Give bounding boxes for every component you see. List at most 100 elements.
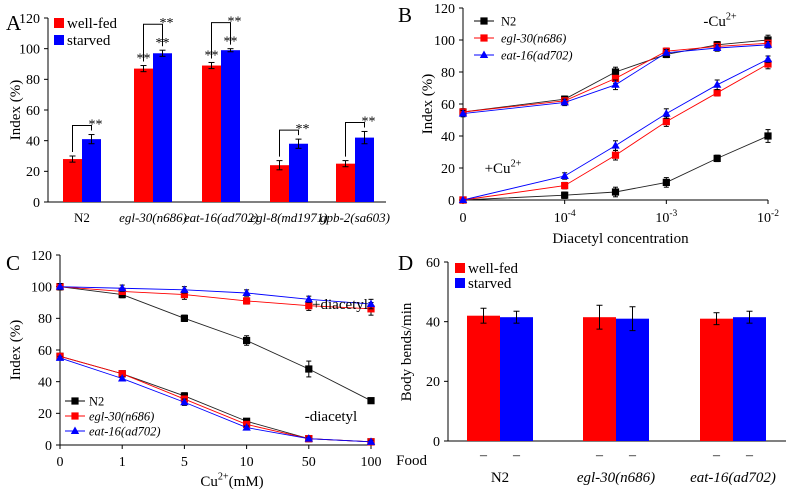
legend-label: egl-30(n686) xyxy=(89,410,154,424)
y-tick-label: 0 xyxy=(33,196,40,211)
y-tick-label: 80 xyxy=(26,73,40,88)
legend-marker xyxy=(71,397,79,405)
significance-bracket xyxy=(211,22,231,59)
significance-label: ** xyxy=(89,118,103,133)
x-tick-label: egl-30(n686) xyxy=(119,210,187,225)
group-label: -diacetyl xyxy=(305,409,357,425)
marker-egl-30(n686) xyxy=(764,60,772,68)
marker-eat-16(ad702) xyxy=(763,40,773,48)
x-tick-label: 10-3 xyxy=(655,209,677,226)
series-line-eat-16(ad702) xyxy=(462,44,769,115)
y-tick-label: 40 xyxy=(38,376,52,391)
x-tick-label: 0 xyxy=(460,211,467,226)
marker-eat-16(ad702) xyxy=(180,397,189,406)
significance-label: ** xyxy=(205,48,219,63)
marker-egl-30(n686) xyxy=(611,151,620,159)
y-tick-label: 100 xyxy=(19,43,40,58)
y-tick-label: 120 xyxy=(31,249,52,264)
bar-starved xyxy=(616,318,649,441)
marker-egl-30(n686) xyxy=(561,182,569,190)
legend-label: egl-30(n686) xyxy=(501,32,566,46)
x-tick-label: gpb-2(sa603) xyxy=(320,210,390,225)
marker-egl-30(n686) xyxy=(305,302,313,310)
bar-starved xyxy=(289,143,308,202)
y-tick-label: 40 xyxy=(426,316,440,331)
marker-eat-16(ad702) xyxy=(763,54,773,63)
y-tick-label: 80 xyxy=(38,312,52,327)
x-tick-label: 10-4 xyxy=(554,209,576,226)
marker-egl-30(n686) xyxy=(611,74,620,82)
significance-bracket xyxy=(345,121,365,157)
marker-N2 xyxy=(713,154,721,162)
y-tick-label: 20 xyxy=(426,375,440,390)
bar-well-fed xyxy=(134,68,153,202)
marker-eat-16(ad702) xyxy=(712,43,722,51)
series-line-egl-30(n686) xyxy=(462,42,769,113)
legend-label: N2 xyxy=(501,15,516,29)
marker-N2 xyxy=(662,178,670,186)
marker-egl-30(n686) xyxy=(118,370,126,378)
bar-starved xyxy=(153,53,172,203)
series-line-N2 xyxy=(462,39,769,113)
food-mark: – xyxy=(628,448,637,463)
marker-eat-16(ad702) xyxy=(662,109,671,117)
marker-N2 xyxy=(180,314,188,322)
group-label: +diacetyl xyxy=(312,297,368,313)
marker-eat-16(ad702) xyxy=(458,195,468,203)
marker-N2 xyxy=(611,68,620,76)
marker-N2 xyxy=(243,336,251,345)
marker-N2 xyxy=(305,365,313,373)
food-mark: – xyxy=(745,448,754,463)
y-tick-label: 60 xyxy=(441,98,455,113)
y-tick-label: 0 xyxy=(433,435,440,450)
series-line-egl-30(n686) xyxy=(462,63,769,201)
significance-label: ** xyxy=(224,35,238,50)
legend-swatch xyxy=(54,18,64,28)
x-tick-label: eat-16(ad702) xyxy=(184,210,258,225)
food-mark: – xyxy=(712,448,721,463)
y-tick-label: 80 xyxy=(441,66,455,81)
y-axis-title: Index (%) xyxy=(420,74,436,134)
y-tick-label: 0 xyxy=(45,439,52,454)
panel-label: A xyxy=(6,11,22,35)
legend-label: eat-16(ad702) xyxy=(501,49,573,63)
x-tick-label: eat-16(ad702) xyxy=(690,470,776,486)
panel-label: C xyxy=(6,251,20,275)
y-tick-label: 120 xyxy=(19,12,40,27)
series-line-eat-16(ad702) xyxy=(59,357,372,443)
significance-label: ** xyxy=(137,52,151,67)
marker-eat-16(ad702) xyxy=(458,109,468,117)
series-line-egl-30(n686) xyxy=(59,286,372,310)
food-mark: – xyxy=(512,448,521,463)
legend-marker xyxy=(480,34,488,42)
y-tick-label: 120 xyxy=(434,2,455,17)
series-line-N2 xyxy=(462,135,769,201)
y-tick-label: 60 xyxy=(426,256,440,271)
x-tick-label: 10 xyxy=(240,455,254,470)
x-tick-label: 50 xyxy=(302,455,316,470)
bar-well-fed xyxy=(700,318,733,441)
panel-label: D xyxy=(398,251,413,275)
bar-well-fed xyxy=(336,163,355,202)
y-tick-label: 20 xyxy=(441,162,455,177)
series-line-N2 xyxy=(59,286,372,402)
y-tick-label: 100 xyxy=(434,34,455,49)
marker-egl-30(n686) xyxy=(243,297,251,305)
y-tick-label: 100 xyxy=(31,281,52,296)
bar-well-fed xyxy=(270,165,289,202)
panel-label: B xyxy=(398,3,412,27)
x-tick-label: egl-8(md1971) xyxy=(250,210,327,225)
legend-swatch xyxy=(455,278,465,288)
bar-starved xyxy=(221,50,240,203)
marker-egl-30(n686) xyxy=(180,290,188,299)
significance-label: ** xyxy=(228,15,242,30)
legend-swatch xyxy=(455,263,465,273)
y-axis-title: Index (%) xyxy=(8,80,24,140)
significance-label: ** xyxy=(160,16,174,31)
x-tick-label: 0 xyxy=(57,455,64,470)
panel-c: C 0 20 40 60 80 100 120 Index (%) 0 1 5 10 50 100 Cu2+(… xyxy=(6,249,382,490)
legend-label: well-fed xyxy=(468,261,518,277)
marker-eat-16(ad702) xyxy=(560,171,569,179)
marker-eat-16(ad702) xyxy=(180,285,189,293)
marker-eat-16(ad702) xyxy=(55,282,65,290)
